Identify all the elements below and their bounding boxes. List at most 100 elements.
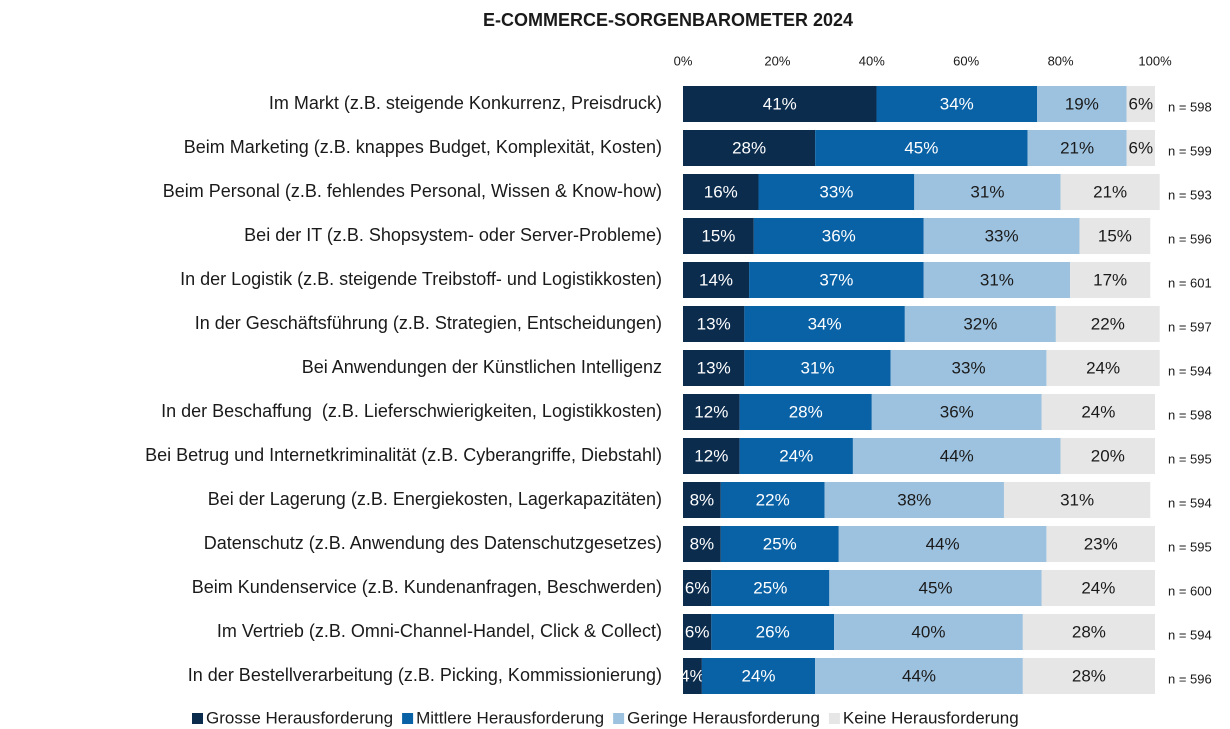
data-label: 44% — [926, 534, 960, 553]
x-tick-label: 40% — [859, 53, 885, 68]
legend-swatch — [613, 713, 625, 724]
bar-segment — [683, 658, 702, 694]
data-label: 33% — [985, 226, 1019, 245]
bar-segment — [749, 262, 924, 298]
data-label: 13% — [697, 358, 731, 377]
bar-segment — [1041, 394, 1155, 430]
bar-segment — [701, 658, 816, 694]
bar-segment — [683, 262, 750, 298]
bar-segment — [683, 394, 740, 430]
data-label: 15% — [1098, 226, 1132, 245]
bar-segment — [914, 174, 1061, 210]
y-tick-label: In der Geschäftsführung (z.B. Strategien… — [195, 313, 662, 333]
bar-segment — [923, 218, 1080, 254]
data-label: 31% — [980, 270, 1014, 289]
bar-segment — [923, 262, 1071, 298]
bar-segment — [683, 438, 740, 474]
n-label: n = 598 — [1168, 99, 1212, 114]
legend-swatch — [402, 713, 414, 724]
bar-segment — [683, 306, 745, 342]
data-label: 22% — [756, 490, 790, 509]
data-label: 32% — [963, 314, 997, 333]
data-label: 25% — [753, 578, 787, 597]
n-label: n = 595 — [1168, 451, 1212, 466]
n-label: n = 595 — [1168, 539, 1212, 554]
y-tick-label: Im Vertrieb (z.B. Omni-Channel-Handel, C… — [217, 621, 662, 641]
y-tick-label: Beim Personal (z.B. fehlendes Personal, … — [163, 181, 662, 201]
data-label: 34% — [940, 94, 974, 113]
legend-label: Mittlere Herausforderung — [416, 708, 604, 727]
y-tick-label: Bei der IT (z.B. Shopsystem- oder Server… — [244, 225, 662, 245]
bar-segment — [720, 482, 825, 518]
data-label: 45% — [919, 578, 953, 597]
bar-segment — [1003, 482, 1151, 518]
y-tick-label: In der Bestellverarbeitung (z.B. Picking… — [188, 665, 662, 685]
legend-label: Geringe Herausforderung — [627, 708, 820, 727]
y-tick-label: In der Logistik (z.B. steigende Treibsto… — [180, 269, 662, 289]
y-tick-label: Beim Marketing (z.B. knappes Budget, Kom… — [184, 137, 662, 157]
data-label: 24% — [1086, 358, 1120, 377]
bar-segment — [758, 174, 915, 210]
bar-segment — [1041, 570, 1155, 606]
legend-label: Grosse Herausforderung — [206, 708, 393, 727]
n-label: n = 599 — [1168, 143, 1212, 158]
bar-segment — [1126, 130, 1155, 166]
data-label: 40% — [911, 622, 945, 641]
n-label: n = 600 — [1168, 583, 1212, 598]
data-label: 26% — [756, 622, 790, 641]
y-tick-label: Im Markt (z.B. steigende Konkurrenz, Pre… — [269, 93, 662, 113]
y-tick-label: Beim Kundenservice (z.B. Kundenanfragen,… — [192, 577, 662, 597]
data-label: 38% — [897, 490, 931, 509]
x-tick-label: 0% — [674, 53, 693, 68]
data-label: 24% — [779, 446, 813, 465]
data-label: 28% — [732, 138, 766, 157]
data-label: 12% — [694, 446, 728, 465]
data-label: 45% — [904, 138, 938, 157]
data-label: 37% — [819, 270, 853, 289]
bar-segment — [876, 86, 1037, 122]
bar-segment — [1027, 130, 1127, 166]
n-label: n = 601 — [1168, 275, 1212, 290]
bar-segment — [683, 130, 816, 166]
data-label: 19% — [1065, 94, 1099, 113]
bar-segment — [683, 174, 759, 210]
bar-segment — [1037, 86, 1127, 122]
data-label: 25% — [763, 534, 797, 553]
bar-segment — [871, 394, 1042, 430]
data-label: 20% — [1091, 446, 1125, 465]
data-label: 44% — [940, 446, 974, 465]
bar-segment — [1022, 614, 1155, 650]
bar-segment — [1046, 526, 1155, 562]
data-label: 31% — [1060, 490, 1094, 509]
bar-segment — [1060, 174, 1160, 210]
data-label: 4% — [680, 666, 705, 685]
x-tick-label: 80% — [1048, 53, 1074, 68]
x-tick-label: 100% — [1138, 53, 1172, 68]
data-label: 8% — [690, 534, 715, 553]
data-label: 23% — [1084, 534, 1118, 553]
bar-segment — [1079, 218, 1151, 254]
data-label: 21% — [1093, 182, 1127, 201]
data-label: 34% — [808, 314, 842, 333]
bar-segment — [683, 218, 754, 254]
data-label: 31% — [801, 358, 835, 377]
y-tick-label: Bei der Lagerung (z.B. Energiekosten, La… — [208, 489, 662, 509]
data-label: 36% — [940, 402, 974, 421]
data-label: 28% — [789, 402, 823, 421]
bar-segment — [904, 306, 1056, 342]
n-label: n = 597 — [1168, 319, 1212, 334]
bar-segment — [753, 218, 924, 254]
bar-segment — [683, 350, 745, 386]
bar-segment — [683, 86, 877, 122]
data-label: 44% — [902, 666, 936, 685]
data-label: 28% — [1072, 666, 1106, 685]
bar-segment — [890, 350, 1047, 386]
bar-segment — [744, 350, 891, 386]
y-tick-label: Bei Anwendungen der Künstlichen Intellig… — [302, 357, 662, 377]
bar-segment — [739, 394, 872, 430]
data-label: 6% — [1129, 138, 1154, 157]
data-label: 24% — [742, 666, 776, 685]
bar-segment — [852, 438, 1061, 474]
bar-segment — [720, 526, 839, 562]
n-label: n = 594 — [1168, 627, 1212, 642]
